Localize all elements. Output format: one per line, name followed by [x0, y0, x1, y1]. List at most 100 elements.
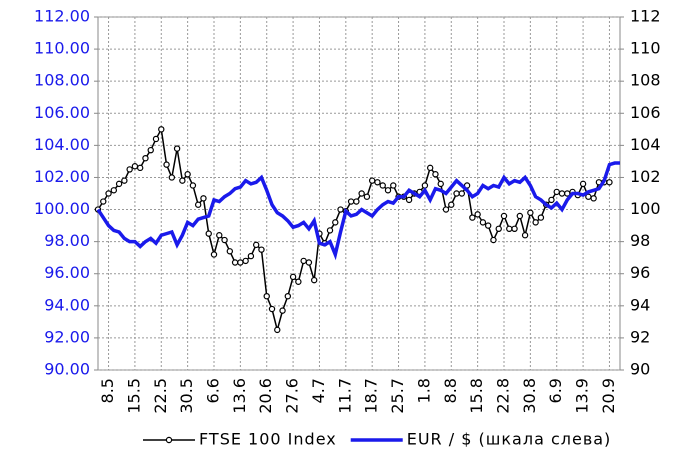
series-marker	[442, 206, 450, 213]
x-tick-label: 20.9	[599, 378, 618, 414]
y-tick-label: 90.00	[44, 360, 90, 379]
series-marker	[337, 206, 344, 213]
series-marker	[152, 135, 160, 143]
series-marker	[363, 193, 371, 200]
y-tick-label: 98.00	[44, 231, 90, 250]
series-marker	[379, 182, 386, 189]
x-tick-label: 8.5	[98, 378, 117, 403]
series-marker	[506, 225, 513, 232]
series-marker	[390, 182, 397, 189]
series-marker	[490, 236, 497, 244]
series-marker	[173, 145, 181, 152]
y2-tick-label: 90	[630, 360, 650, 379]
x-tick-label: 6.9	[546, 378, 565, 403]
y-tick-label: 108.00	[34, 71, 90, 90]
series-marker	[105, 190, 112, 197]
series-marker	[158, 126, 165, 133]
series-marker	[347, 198, 355, 205]
legend-label: EUR / $ (шкала слева)	[407, 430, 612, 449]
x-tick-label: 27.6	[283, 378, 302, 414]
series-marker	[210, 251, 218, 258]
x-tick-label: 13.9	[573, 378, 592, 414]
series-marker	[179, 177, 186, 184]
series-marker	[332, 219, 339, 226]
series-marker	[548, 196, 555, 204]
x-tick-label: 20.6	[256, 378, 275, 414]
series-marker	[374, 179, 381, 186]
series-marker	[279, 307, 286, 314]
y-tick-label: 106.00	[34, 103, 90, 122]
legend-label: FTSE 100 Index	[199, 430, 337, 449]
series-marker	[284, 292, 292, 300]
series-marker	[216, 232, 223, 239]
series-marker	[295, 278, 302, 285]
x-tick-label: 11.7	[335, 378, 354, 414]
series-marker	[242, 257, 249, 265]
series-marker	[231, 259, 239, 266]
y-tick-label: 110.00	[34, 39, 90, 58]
series-marker	[126, 166, 133, 173]
x-tick-label: 15.8	[467, 378, 486, 414]
series-marker	[421, 182, 429, 189]
series-marker	[200, 195, 207, 202]
series-marker	[147, 146, 154, 154]
series-marker	[606, 179, 613, 186]
y-tick-label: 102.00	[34, 167, 90, 186]
y-tick-label: 100.00	[34, 199, 90, 218]
y2-tick-label: 92	[630, 327, 650, 346]
series-marker	[437, 180, 444, 188]
series-marker	[484, 222, 492, 229]
series-marker	[268, 305, 276, 313]
y-tick-label: 92.00	[44, 327, 90, 346]
series-marker	[142, 154, 149, 162]
y2-tick-label: 108	[630, 71, 661, 90]
series-marker	[310, 276, 318, 284]
y-tick-label: 104.00	[34, 135, 90, 154]
series-marker	[458, 190, 466, 197]
series-line	[97, 127, 610, 333]
series-marker	[274, 326, 281, 334]
series-marker	[479, 219, 487, 226]
series-marker	[405, 196, 413, 204]
series-marker	[110, 187, 118, 194]
series-marker	[184, 171, 191, 178]
x-tick-label: 13.6	[230, 378, 249, 414]
series-marker	[590, 195, 597, 202]
series-marker	[258, 246, 265, 253]
series-marker	[532, 219, 539, 226]
x-tick-label: 22.5	[151, 378, 170, 414]
series-marker	[516, 212, 524, 220]
series-marker	[527, 209, 534, 216]
x-tick-label: 6.6	[204, 378, 223, 403]
series-marker	[384, 187, 392, 194]
series-marker	[495, 225, 502, 232]
x-tick-label: 30.5	[177, 378, 196, 414]
y2-tick-label: 94	[630, 295, 650, 314]
series-marker	[537, 214, 545, 221]
series-marker	[237, 259, 244, 266]
x-tick-label: 22.8	[494, 378, 513, 414]
series-marker	[189, 182, 197, 189]
x-tick-label: 4.7	[309, 378, 328, 403]
legend-marker	[165, 436, 173, 444]
series-marker	[579, 180, 587, 188]
y2-tick-label: 102	[630, 167, 661, 186]
series-marker	[300, 257, 307, 265]
series-marker	[511, 225, 518, 232]
series-marker	[136, 164, 144, 172]
y2-tick-label: 98	[630, 231, 650, 250]
series-marker	[221, 236, 228, 244]
series-marker	[426, 164, 434, 172]
series-marker	[305, 259, 313, 266]
series-marker	[252, 241, 260, 249]
series-marker	[358, 190, 365, 197]
series-marker	[115, 180, 123, 188]
y2-tick-label: 104	[630, 135, 661, 154]
series-marker	[558, 190, 566, 197]
series-marker	[100, 198, 107, 205]
x-tick-label: 30.8	[520, 378, 539, 414]
series-marker	[521, 232, 529, 239]
series-marker	[194, 201, 202, 208]
x-tick-label: 8.8	[441, 378, 460, 403]
